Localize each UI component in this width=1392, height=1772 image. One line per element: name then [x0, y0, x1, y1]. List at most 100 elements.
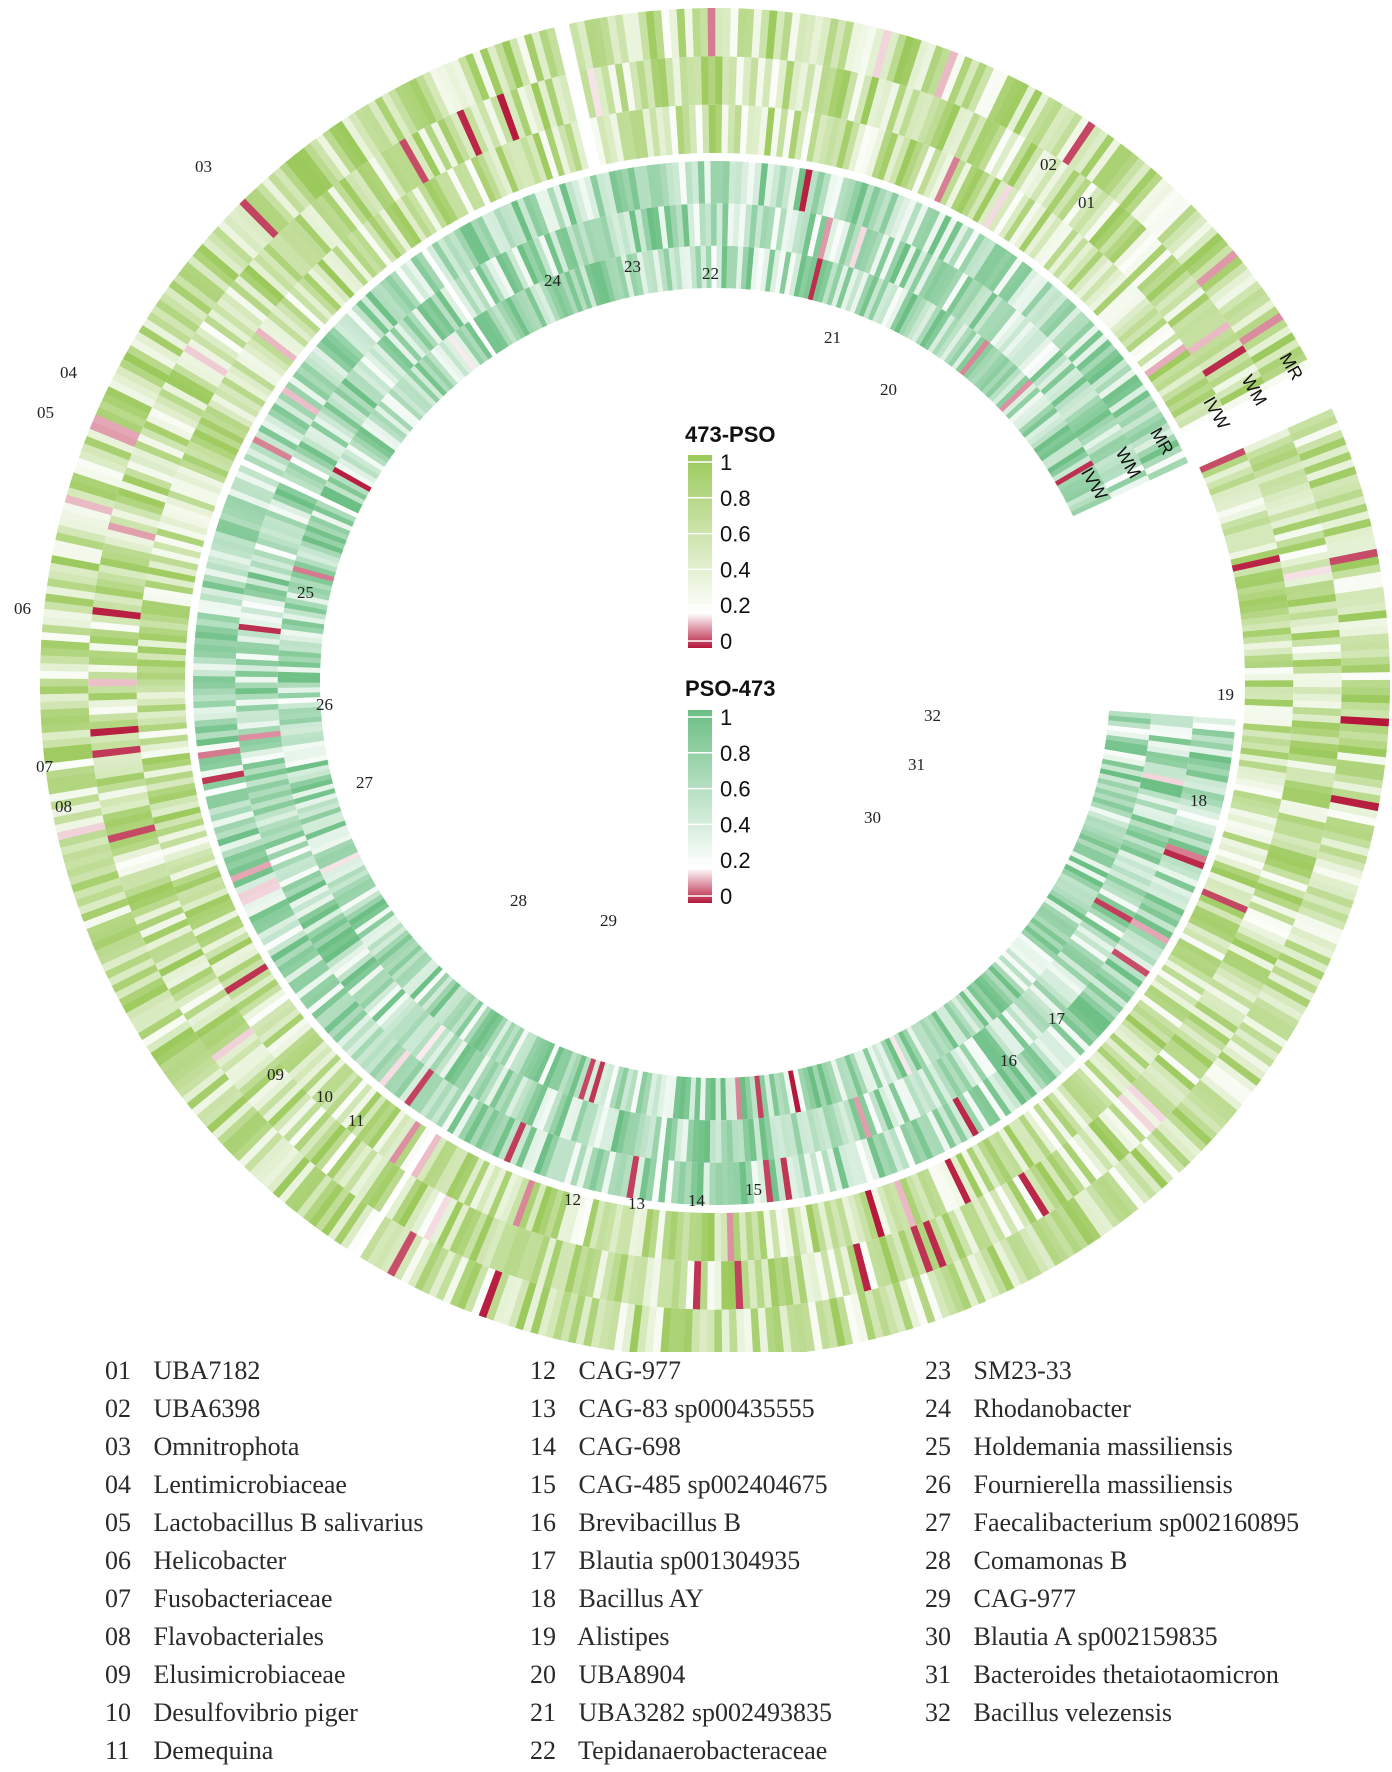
heatmap-cell: [1293, 665, 1342, 674]
heatmap-cell: [1029, 157, 1063, 202]
heatmap-cell: [1196, 899, 1243, 926]
heatmap-cell: [640, 208, 653, 251]
heatmap-cell: [865, 128, 887, 177]
heatmap-cell: [1205, 262, 1248, 299]
heatmap-cell: [1147, 984, 1191, 1018]
heatmap-cell: [1291, 720, 1341, 731]
heatmap-cell: [1180, 405, 1226, 435]
heatmap-cell: [212, 226, 254, 265]
heatmap-cell: [966, 1254, 994, 1302]
heatmap-cell: [1270, 509, 1320, 530]
taxa-name: Blautia sp001304935: [572, 1546, 801, 1575]
heatmap-cell: [367, 984, 402, 1018]
heatmap-cell: [373, 1046, 407, 1083]
heatmap-cell: [267, 408, 308, 436]
heatmap-cell: [839, 1056, 859, 1099]
heatmap-cell: [1144, 892, 1185, 917]
heatmap-cell: [727, 1261, 737, 1310]
heatmap-cell: [377, 1113, 412, 1157]
heatmap-cell: [734, 1260, 744, 1310]
heatmap-cell: [1015, 1053, 1048, 1090]
heatmap-cell: [182, 261, 226, 298]
heatmap-cell: [613, 1153, 628, 1197]
heatmap-cell: [889, 242, 912, 285]
heatmap-cell: [337, 317, 373, 352]
heatmap-cell: [675, 1308, 686, 1352]
heatmap-cell: [91, 738, 141, 751]
sector-label: 16: [1000, 1051, 1017, 1070]
heatmap-cell: [1070, 404, 1109, 434]
heatmap-cell: [126, 989, 172, 1020]
heatmap-cell: [1122, 238, 1163, 278]
heatmap-cell: [587, 1104, 604, 1147]
heatmap-cell: [246, 993, 290, 1028]
heatmap-cell: [732, 1212, 742, 1261]
heatmap-cell: [1074, 129, 1109, 174]
heatmap-cell: [283, 874, 325, 899]
heatmap-cell: [94, 765, 144, 780]
heatmap-cell: [92, 745, 141, 759]
heatmap-cell: [436, 118, 465, 165]
heatmap-cell: [989, 131, 1020, 178]
heatmap-cell: [917, 95, 942, 144]
heatmap-cell: [415, 251, 445, 291]
heatmap-cell: [254, 1003, 297, 1038]
heatmap-cell: [288, 1106, 327, 1147]
heatmap-cell: [1280, 551, 1330, 569]
heatmap-cell: [1238, 312, 1284, 346]
heatmap-cell: [235, 871, 277, 895]
heatmap-cell: [1272, 831, 1321, 852]
heatmap-cell: [1215, 491, 1263, 514]
heatmap-cell: [228, 209, 269, 249]
heatmap-cell: [806, 113, 822, 163]
heatmap-cell: [167, 853, 216, 876]
heatmap-cell: [876, 1185, 898, 1234]
heatmap-cell: [987, 75, 1016, 122]
heatmap-cell: [1088, 204, 1126, 247]
heatmap-cell: [775, 165, 788, 208]
heatmap-cell: [623, 211, 637, 254]
heatmap-cell: [1037, 1099, 1073, 1142]
taxa-name: CAG-977: [572, 1356, 682, 1385]
heatmap-cell: [1046, 1025, 1081, 1061]
heatmap-cell: [411, 131, 441, 178]
heatmap-cell: [232, 1121, 273, 1162]
taxa-list-item: 07 Fusobacteriaceae: [105, 1580, 424, 1618]
heatmap-cell: [811, 1108, 827, 1151]
heatmap-cell: [1215, 966, 1261, 998]
heatmap-cell: [53, 539, 103, 558]
heatmap-cell: [221, 506, 264, 527]
heatmap-cell: [602, 114, 619, 164]
heatmap-cell: [1244, 653, 1293, 663]
heatmap-cell: [832, 1146, 849, 1190]
heatmap-cell: [367, 100, 400, 146]
heatmap-cell: [1002, 1124, 1035, 1169]
heatmap-cell: [366, 1106, 402, 1149]
taxa-id: 13: [530, 1394, 556, 1423]
heatmap-cell: [212, 303, 256, 338]
heatmap-cell: [702, 1162, 710, 1205]
heatmap-cell: [1293, 422, 1341, 449]
heatmap-cell: [234, 978, 279, 1012]
heatmap-cell: [1135, 798, 1178, 816]
heatmap-cell: [341, 377, 378, 409]
heatmap-cell: [1113, 1028, 1155, 1065]
heatmap-cell: [661, 1075, 672, 1118]
heatmap-cell: [1193, 716, 1236, 727]
heatmap-cell: [254, 327, 298, 362]
heatmap-cell: [1284, 779, 1333, 796]
heatmap-cell: [451, 330, 481, 368]
heatmap-cell: [446, 334, 477, 371]
heatmap-cell: [926, 1111, 951, 1152]
heatmap-cell: [394, 1123, 427, 1168]
heatmap-cell: [201, 770, 245, 785]
heatmap-cell: [922, 261, 949, 301]
heatmap-cell: [414, 361, 447, 397]
heatmap-cell: [1227, 813, 1276, 832]
heatmap-cell: [1295, 429, 1344, 456]
heatmap-cell: [784, 252, 797, 295]
heatmap-cell: [456, 1262, 483, 1310]
heatmap-cell: [360, 914, 398, 944]
heatmap-cell: [849, 1141, 868, 1185]
heatmap-cell: [915, 306, 942, 346]
